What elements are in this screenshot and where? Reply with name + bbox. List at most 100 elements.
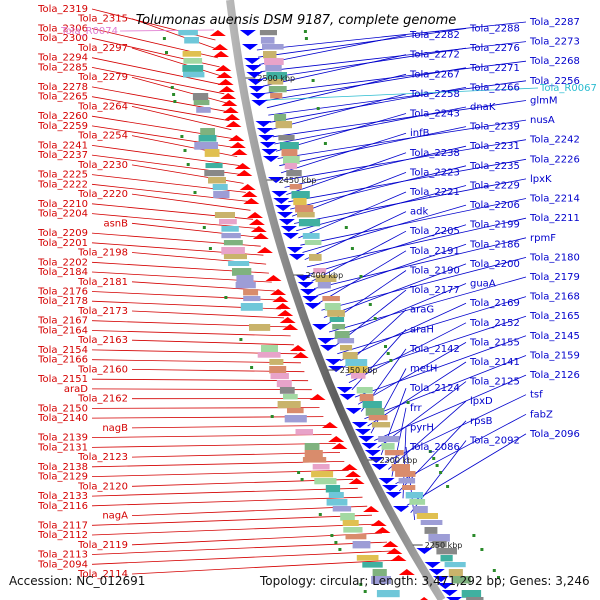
gene-label[interactable]: Tola_2124 bbox=[409, 383, 460, 394]
gene-label[interactable]: Tola_2119 bbox=[77, 540, 128, 551]
gene-label[interactable]: Tola_2141 bbox=[469, 357, 520, 368]
gene-label[interactable]: Tola_2139 bbox=[37, 433, 88, 444]
gene-label[interactable]: Tola_2273 bbox=[529, 37, 580, 48]
gene-label[interactable]: infB bbox=[410, 128, 430, 139]
gene-label[interactable]: Tola_2167 bbox=[37, 316, 88, 327]
gene-label[interactable]: Tola_2177 bbox=[409, 285, 460, 296]
gene-label[interactable]: Tola_2151 bbox=[37, 374, 88, 385]
gene-label[interactable]: Tola_2231 bbox=[469, 141, 520, 152]
gene-label[interactable]: Tola_2267 bbox=[409, 69, 460, 80]
gene-label[interactable]: Tola_2165 bbox=[529, 311, 580, 322]
gene-label[interactable]: Tola_2268 bbox=[529, 56, 580, 67]
gene-label[interactable]: glmM bbox=[530, 96, 558, 107]
gene-label[interactable]: Tola_2258 bbox=[409, 89, 460, 100]
gene-label[interactable]: Tola_2173 bbox=[77, 306, 128, 317]
rna-label[interactable]: Tola_R0074 bbox=[60, 26, 118, 37]
gene-label[interactable]: Tola_2221 bbox=[409, 187, 460, 198]
gene-label[interactable]: Tola_2138 bbox=[37, 462, 88, 473]
gene-label[interactable]: frr bbox=[410, 403, 422, 414]
gene-label[interactable]: Tola_2145 bbox=[529, 331, 580, 342]
gene-label[interactable]: Tola_2186 bbox=[469, 239, 520, 250]
gene-label[interactable]: Tola_2201 bbox=[37, 238, 88, 249]
gene-label[interactable]: metH bbox=[410, 364, 437, 375]
gene-label[interactable]: rpmF bbox=[530, 233, 556, 244]
gene-label[interactable]: Tola_2169 bbox=[469, 298, 520, 309]
gene-label[interactable]: Tola_2198 bbox=[77, 248, 128, 259]
gene-label[interactable]: Tola_2211 bbox=[529, 213, 580, 224]
rna-label[interactable]: Tola_R0067 bbox=[539, 83, 597, 94]
gene-label[interactable]: Tola_2278 bbox=[37, 82, 88, 93]
gene-label[interactable]: Tola_2096 bbox=[529, 429, 580, 440]
gene-label[interactable]: Tola_2319 bbox=[37, 4, 88, 15]
gene-label[interactable]: Tola_2230 bbox=[77, 160, 128, 171]
gene-label[interactable]: Tola_2210 bbox=[37, 199, 88, 210]
gene-label[interactable]: Tola_2094 bbox=[37, 559, 88, 570]
gene-label[interactable]: asnB bbox=[103, 218, 128, 229]
gene-label[interactable]: Tola_2214 bbox=[529, 194, 580, 205]
gene-label[interactable]: Tola_2131 bbox=[37, 442, 88, 453]
gene-label[interactable]: Tola_2315 bbox=[77, 14, 128, 25]
gene-label[interactable]: Tola_2222 bbox=[37, 179, 88, 190]
gene-label[interactable]: Tola_2202 bbox=[37, 257, 88, 268]
gene-label[interactable]: Tola_2123 bbox=[77, 452, 128, 463]
gene-label[interactable]: lpxD bbox=[470, 396, 493, 407]
gene-label[interactable]: Tola_2133 bbox=[37, 491, 88, 502]
gene-label[interactable]: Tola_2242 bbox=[529, 135, 580, 146]
gene-label[interactable]: Tola_2190 bbox=[409, 266, 460, 277]
gene-label[interactable]: Tola_2181 bbox=[77, 277, 128, 288]
gene-label[interactable]: araD bbox=[64, 384, 88, 395]
gene-label[interactable]: Tola_2199 bbox=[469, 220, 520, 231]
gene-label[interactable]: guaA bbox=[470, 279, 496, 290]
gene-label[interactable]: Tola_2256 bbox=[529, 76, 580, 87]
gene-label[interactable]: Tola_2238 bbox=[409, 148, 460, 159]
gene-label[interactable]: Tola_2235 bbox=[469, 161, 520, 172]
gene-label[interactable]: Tola_2162 bbox=[77, 394, 128, 405]
gene-label[interactable]: Tola_2226 bbox=[529, 154, 580, 165]
gene-label[interactable]: Tola_2206 bbox=[469, 200, 520, 211]
gene-label[interactable]: Tola_2276 bbox=[469, 43, 520, 54]
gene-label[interactable]: araH bbox=[410, 324, 434, 335]
gene-label[interactable]: adk bbox=[410, 207, 428, 218]
gene-label[interactable]: Tola_2288 bbox=[469, 24, 520, 35]
gene-label[interactable]: Tola_2152 bbox=[469, 318, 520, 329]
gene-label[interactable]: araG bbox=[410, 305, 434, 316]
gene-label[interactable]: Tola_2120 bbox=[77, 481, 128, 492]
gene-label[interactable]: Tola_2205 bbox=[409, 226, 460, 237]
gene-label[interactable]: Tola_2159 bbox=[529, 351, 580, 362]
gene-label[interactable]: dnaK bbox=[470, 102, 496, 113]
gene-label[interactable]: Tola_2279 bbox=[77, 72, 128, 83]
gene-label[interactable]: Tola_2142 bbox=[409, 344, 460, 355]
gene-label[interactable]: Tola_2160 bbox=[77, 364, 128, 375]
gene-label[interactable]: Tola_2300 bbox=[37, 33, 88, 44]
gene-label[interactable]: Tola_2239 bbox=[469, 122, 520, 133]
gene-label[interactable]: Tola_2254 bbox=[77, 131, 128, 142]
gene-label[interactable]: Tola_2163 bbox=[77, 335, 128, 346]
gene-label[interactable]: Tola_2294 bbox=[37, 53, 88, 64]
gene-label[interactable]: Tola_2265 bbox=[37, 92, 88, 103]
gene-label[interactable]: Tola_2259 bbox=[37, 121, 88, 132]
gene-label[interactable]: Tola_2113 bbox=[37, 550, 88, 561]
gene-label[interactable]: lpxK bbox=[530, 174, 552, 185]
gene-label[interactable]: rpsB bbox=[470, 416, 493, 427]
gene-label[interactable]: Tola_2112 bbox=[37, 530, 88, 541]
gene-label[interactable]: Tola_2264 bbox=[77, 101, 128, 112]
gene-label[interactable]: Tola_2150 bbox=[37, 403, 88, 414]
gene-label[interactable]: pyrH bbox=[410, 422, 434, 433]
gene-label[interactable]: Tola_2168 bbox=[529, 292, 580, 303]
gene-label[interactable]: Tola_2285 bbox=[37, 62, 88, 73]
gene-label[interactable]: Tola_2266 bbox=[469, 82, 520, 93]
gene-label[interactable]: Tola_2116 bbox=[37, 501, 88, 512]
gene-label[interactable]: Tola_2129 bbox=[37, 472, 88, 483]
gene-label[interactable]: nagA bbox=[102, 511, 128, 522]
gene-label[interactable]: Tola_2178 bbox=[37, 296, 88, 307]
gene-label[interactable]: Tola_2180 bbox=[529, 252, 580, 263]
gene-label[interactable]: Tola_2287 bbox=[529, 17, 580, 28]
gene-label[interactable]: Tola_2179 bbox=[529, 272, 580, 283]
gene-label[interactable]: Tola_2092 bbox=[469, 436, 520, 447]
gene-label[interactable]: Tola_2200 bbox=[469, 259, 520, 270]
gene-label[interactable]: Tola_2126 bbox=[529, 370, 580, 381]
gene-label[interactable]: Tola_2282 bbox=[409, 30, 460, 41]
gene-label[interactable]: Tola_2229 bbox=[469, 181, 520, 192]
gene-label[interactable]: Tola_2272 bbox=[409, 50, 460, 61]
gene-label[interactable]: Tola_2271 bbox=[469, 63, 520, 74]
